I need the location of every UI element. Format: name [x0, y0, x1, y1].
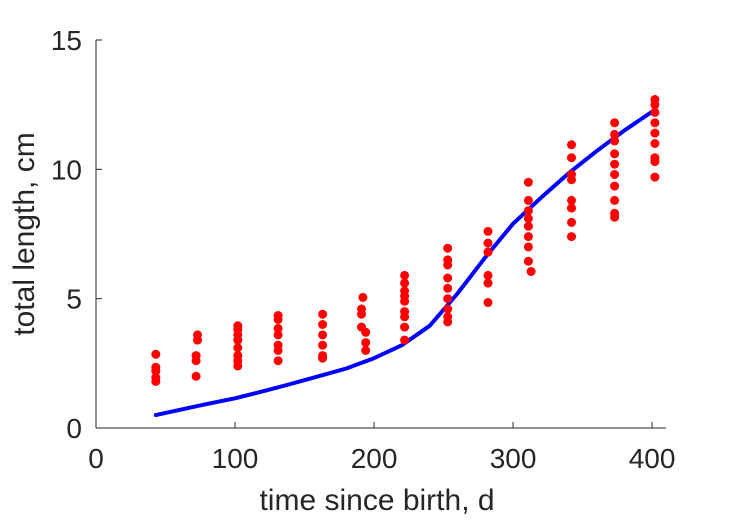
- data-point: [523, 232, 533, 242]
- data-point: [650, 139, 660, 148]
- data-point: [650, 128, 660, 138]
- data-point: [400, 286, 410, 296]
- data-point: [610, 136, 620, 146]
- data-point: [443, 294, 453, 304]
- data-point: [567, 232, 576, 242]
- data-point: [523, 206, 533, 216]
- data-point: [610, 208, 620, 218]
- data-point: [318, 340, 328, 350]
- data-point: [443, 304, 453, 314]
- data-point: [610, 149, 620, 159]
- data-point: [610, 170, 620, 179]
- data-point: [151, 349, 161, 359]
- data-point: [523, 221, 533, 231]
- data-point: [191, 351, 201, 361]
- data-point: [567, 140, 576, 150]
- data-point: [361, 338, 371, 348]
- x-axis-label: time since birth, d: [259, 484, 494, 517]
- data-point: [318, 351, 328, 361]
- data-point: [650, 95, 660, 104]
- data-point: [523, 195, 533, 205]
- x-tick-label: 100: [212, 443, 259, 474]
- data-point: [233, 321, 243, 331]
- data-point: [400, 278, 410, 288]
- data-point: [483, 270, 493, 280]
- data-point: [526, 267, 536, 276]
- y-tick-label: 5: [66, 284, 82, 315]
- data-point: [567, 203, 576, 213]
- ticks: 0 100 200 300 400 0 5 10 15: [51, 25, 676, 474]
- data-point: [273, 356, 283, 366]
- data-point: [650, 172, 660, 182]
- x-tick-label: 400: [629, 443, 676, 474]
- data-point: [233, 343, 243, 353]
- data-point: [400, 307, 410, 317]
- data-point: [523, 214, 533, 223]
- data-point: [358, 292, 368, 302]
- axes: [95, 40, 666, 429]
- data-point: [610, 195, 620, 205]
- data-point: [443, 243, 453, 253]
- data-point: [273, 340, 283, 350]
- data-point: [357, 304, 366, 314]
- data-point: [233, 351, 243, 361]
- data-point: [523, 177, 533, 187]
- x-tick-label: 0: [88, 443, 104, 474]
- model-fit-line: [153, 107, 657, 418]
- data-point: [318, 330, 328, 340]
- data-point: [443, 255, 453, 265]
- data-point: [443, 283, 453, 293]
- data-point: [273, 311, 283, 320]
- data-point: [483, 278, 493, 288]
- data-point: [610, 129, 620, 139]
- data-point: [567, 153, 576, 163]
- data-point: [361, 345, 371, 355]
- y-axis-label: total length, cm: [8, 132, 41, 335]
- data-point: [151, 373, 161, 383]
- data-point: [273, 323, 283, 333]
- data-point: [567, 217, 576, 227]
- data-point: [483, 238, 493, 248]
- x-tick-label: 200: [351, 443, 398, 474]
- data-point: [483, 247, 493, 257]
- model-layer: [153, 107, 657, 418]
- data-point: [443, 273, 453, 283]
- data-point: [610, 159, 620, 169]
- data-point: [273, 330, 283, 340]
- data-point: [567, 195, 576, 205]
- data-point: [361, 327, 371, 337]
- data-point: [567, 170, 576, 179]
- data-point: [483, 298, 493, 307]
- data-point: [191, 371, 201, 381]
- data-point: [650, 118, 660, 128]
- data-point: [523, 242, 533, 252]
- data-point: [443, 312, 453, 322]
- x-tick-label: 300: [490, 443, 537, 474]
- data-point: [523, 256, 533, 266]
- data-point: [400, 322, 410, 332]
- y-tick-label: 0: [66, 413, 82, 444]
- y-tick-label: 15: [51, 25, 82, 56]
- data-point: [151, 362, 161, 372]
- observations-layer: [151, 95, 660, 386]
- data-point: [650, 153, 660, 163]
- data-point: [483, 226, 493, 236]
- y-tick-label: 10: [51, 154, 82, 185]
- data-point: [650, 107, 660, 117]
- data-point: [610, 181, 620, 191]
- data-point: [400, 270, 410, 280]
- data-point: [610, 118, 620, 128]
- data-point: [400, 335, 410, 345]
- data-point: [318, 309, 328, 319]
- data-point: [318, 320, 328, 329]
- data-point: [193, 330, 202, 340]
